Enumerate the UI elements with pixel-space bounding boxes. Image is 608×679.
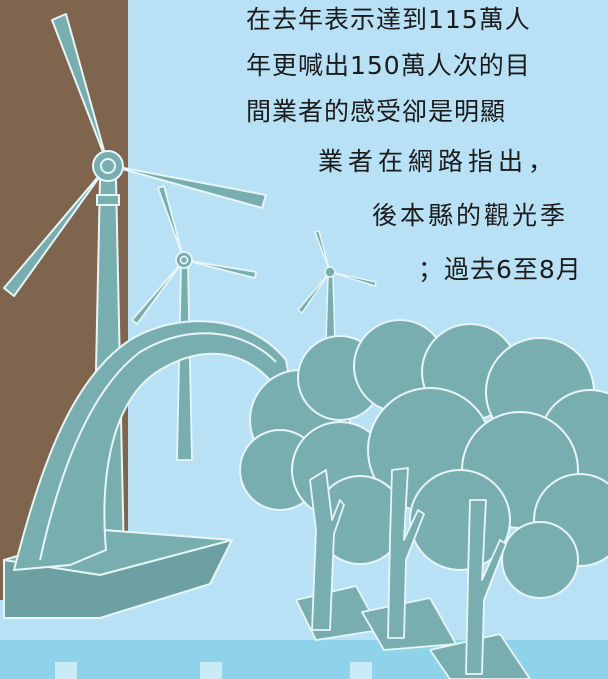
ground-tile [55,662,77,679]
tree-icon [239,319,608,599]
arch-bridge-icon [3,320,293,619]
tree-trunks [295,467,531,679]
article-text: 在去年表示達到115萬人 年更喊出150萬人次的目 間業者的感受卻是明顯 業者在… [0,0,608,300]
article-line-2: 年更喊出150萬人次的目 [246,51,531,80]
wind-turbine-icon [131,185,257,461]
article-line-4: 業者在網路指出， [318,147,559,176]
article-line-3: 間業者的感受卻是明顯 [246,97,507,126]
article-line-1: 在去年表示達到115萬人 [246,5,531,34]
article-line-5: 後本縣的觀光季 [372,201,569,230]
article-line-6: ；過去6至8月 [418,255,582,284]
ground-tile [200,662,222,679]
ground-tile [350,662,372,679]
